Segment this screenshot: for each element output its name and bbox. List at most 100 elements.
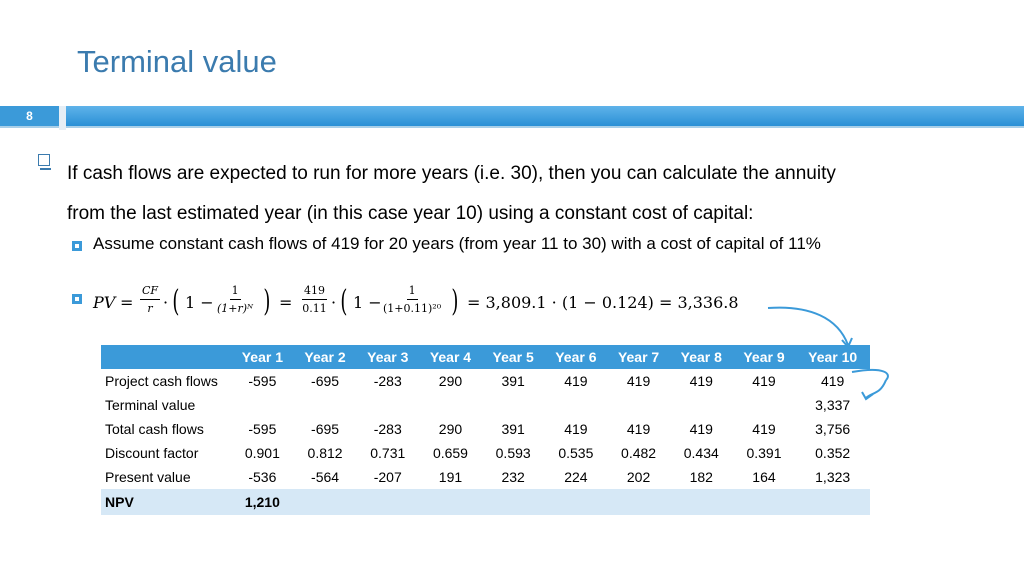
table-cell: 0.535 <box>544 441 608 465</box>
formula-one-minus: 1 − <box>353 292 382 312</box>
table-cell: 3,756 <box>795 417 870 441</box>
table-cell <box>544 393 608 417</box>
formula-fraction-annuity: 1 (1+r)ᴺ <box>217 284 253 315</box>
formula-result: = 3,809.1 · (1 − 0.124) = 3,336.8 <box>467 292 739 312</box>
main-bullet-text: If cash flows are expected to run for mo… <box>67 154 947 234</box>
table-cell: 202 <box>607 465 670 489</box>
npv-empty-cell <box>356 489 420 515</box>
header-band-divider <box>59 106 66 130</box>
main-bullet-line-1: If cash flows are expected to run for mo… <box>67 163 836 184</box>
npv-empty-cell <box>607 489 670 515</box>
formula-cf: CF <box>140 284 161 300</box>
table-cell <box>356 393 420 417</box>
table-cell <box>607 393 670 417</box>
formula-frac-num: 1 <box>406 284 418 300</box>
table-header-cell: Year 10 <box>795 345 870 369</box>
arrow-head <box>861 391 874 401</box>
table-cell <box>231 393 294 417</box>
table-cell <box>669 393 733 417</box>
sub-bullet-icon <box>72 294 82 304</box>
formula-dot: · <box>163 292 169 312</box>
table-cell: 290 <box>419 369 482 393</box>
table-cell: 182 <box>669 465 733 489</box>
npv-row: NPV 1,210 <box>101 489 870 515</box>
bullet-icon <box>38 154 53 173</box>
row-label: Discount factor <box>101 441 231 465</box>
table-cell: 0.731 <box>356 441 420 465</box>
table-cell: 1,323 <box>795 465 870 489</box>
bracket-arrow-line <box>865 379 887 399</box>
table-cell: -283 <box>356 417 420 441</box>
table-cell: 419 <box>732 417 796 441</box>
formula-eq: = <box>120 292 134 312</box>
table-cell: -595 <box>231 417 294 441</box>
main-bullet-line-2: from the last estimated year (in this ca… <box>67 203 754 224</box>
formula-011: 0.11 <box>302 302 327 315</box>
table-header-cell: Year 7 <box>607 345 670 369</box>
table-cell: 391 <box>481 417 545 441</box>
npv-value: 1,210 <box>231 489 294 515</box>
header-band <box>66 106 1024 128</box>
table-cell: 224 <box>544 465 608 489</box>
table-cell: -595 <box>231 369 294 393</box>
table-cell: 0.434 <box>669 441 733 465</box>
table-header-row: Year 1 Year 2 Year 3 Year 4 Year 5 Year … <box>101 345 870 369</box>
formula-419: 419 <box>302 284 327 300</box>
npv-empty-cell <box>669 489 733 515</box>
table-header-cell: Year 9 <box>732 345 796 369</box>
table-cell: 232 <box>481 465 545 489</box>
table-header-cell: Year 8 <box>669 345 733 369</box>
sub-bullet-text: Assume constant cash flows of 419 for 20… <box>93 234 821 253</box>
table-header-cell: Year 3 <box>356 345 420 369</box>
table-cell: 3,337 <box>795 393 870 417</box>
table-cell: 290 <box>419 417 482 441</box>
row-label: Total cash flows <box>101 417 231 441</box>
table-row: Present value -536 -564 -207 191 232 224 202 182… <box>101 465 870 489</box>
table-cell: -536 <box>231 465 294 489</box>
table-cell: 419 <box>669 369 733 393</box>
table-header-cell <box>101 345 231 369</box>
table-cell: 419 <box>607 369 670 393</box>
bracket-arrow-line <box>851 368 889 381</box>
slide-number: 8 <box>0 106 59 128</box>
table-cell <box>481 393 545 417</box>
table-row: Total cash flows -595 -695 -283 290 391 419 419… <box>101 417 870 441</box>
table-cell: 419 <box>732 369 796 393</box>
formula-r: r <box>147 302 153 315</box>
table-cell: -207 <box>356 465 420 489</box>
table-cell: -695 <box>293 369 357 393</box>
cash-flow-table: Year 1 Year 2 Year 3 Year 4 Year 5 Year … <box>101 345 870 515</box>
table-cell: -283 <box>356 369 420 393</box>
formula-paren-close: ) <box>451 284 459 319</box>
formula-fraction-cf: CF r <box>140 284 161 315</box>
table-cell: 0.659 <box>419 441 482 465</box>
table-cell: 419 <box>669 417 733 441</box>
table-cell <box>419 393 482 417</box>
table-cell: 191 <box>419 465 482 489</box>
npv-empty-cell <box>795 489 870 515</box>
row-label: Present value <box>101 465 231 489</box>
table-row: Discount factor 0.901 0.812 0.731 0.659 0.593… <box>101 441 870 465</box>
npv-empty-cell <box>732 489 796 515</box>
table-cell: 0.593 <box>481 441 545 465</box>
formula-paren-close: ) <box>263 284 271 319</box>
table-cell: 419 <box>544 369 608 393</box>
table-cell: 0.812 <box>293 441 357 465</box>
formula-paren-open: ( <box>340 284 348 319</box>
formula-fraction-419: 419 0.11 <box>302 284 327 315</box>
table-row: Project cash flows -595 -695 -283 290 391 419 4… <box>101 369 870 393</box>
row-label: Terminal value <box>101 393 231 417</box>
row-label: Project cash flows <box>101 369 231 393</box>
npv-empty-cell <box>419 489 482 515</box>
formula-frac-den: (1+0.11)²⁰ <box>383 302 442 315</box>
formula-pv: PV <box>93 292 116 312</box>
table-cell: 391 <box>481 369 545 393</box>
table-header-cell: Year 2 <box>293 345 357 369</box>
table-cell: -564 <box>293 465 357 489</box>
npv-empty-cell <box>481 489 545 515</box>
sub-bullet-icon <box>72 241 82 251</box>
curved-arrow-line <box>767 306 849 346</box>
table-header-cell: Year 5 <box>481 345 545 369</box>
table-cell: 419 <box>544 417 608 441</box>
